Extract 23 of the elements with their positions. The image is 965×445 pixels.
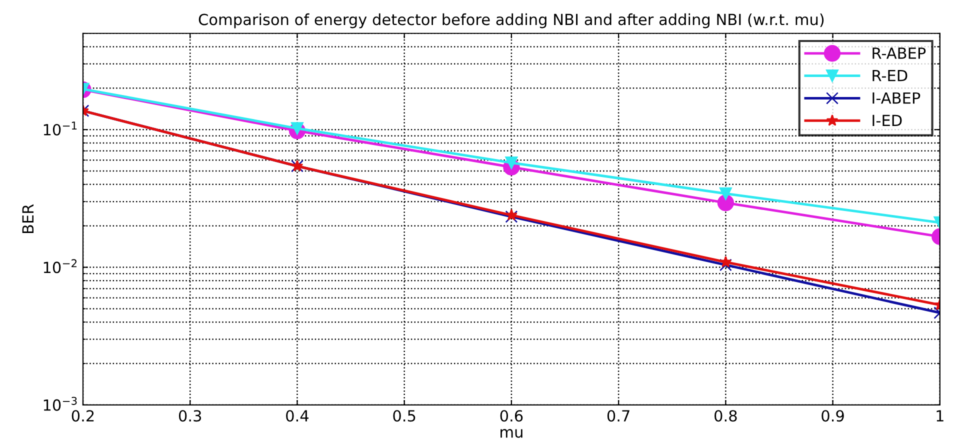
legend-label: I-ED bbox=[872, 114, 902, 126]
y-tick-label: 10$^{−2}$ bbox=[44, 259, 77, 274]
chart-title: Comparison of energy detector before adding NBI and after adding NBI (w.r.t. mu) bbox=[198, 13, 824, 28]
legend-label: R-ABEP bbox=[872, 48, 926, 59]
x-tick-label: 0.6 bbox=[500, 410, 523, 422]
x-tick-label: 0.4 bbox=[286, 410, 309, 422]
x-axis-title: mu bbox=[500, 429, 522, 438]
x-tick-label: 0.7 bbox=[607, 410, 630, 422]
x-tick-label: 1 bbox=[936, 410, 944, 422]
x-tick-label: 0.8 bbox=[714, 410, 737, 422]
point bbox=[505, 208, 518, 220]
legend-label: R-ED bbox=[872, 70, 908, 82]
x-tick-label: 0.3 bbox=[178, 410, 202, 422]
point bbox=[719, 258, 732, 272]
x-tick-label: 0.9 bbox=[822, 410, 844, 422]
y-axis-title: BER bbox=[22, 204, 34, 234]
y-tick-label: 10$^{−1}$ bbox=[44, 122, 77, 136]
point bbox=[505, 210, 518, 223]
x-tick-label: 0.2 bbox=[72, 410, 94, 422]
y-tick-label: 10$^{−3}$ bbox=[44, 396, 77, 411]
x-tick-label: 0.5 bbox=[393, 410, 416, 422]
point bbox=[719, 187, 732, 200]
legend-label: I-ABEP bbox=[872, 92, 920, 104]
